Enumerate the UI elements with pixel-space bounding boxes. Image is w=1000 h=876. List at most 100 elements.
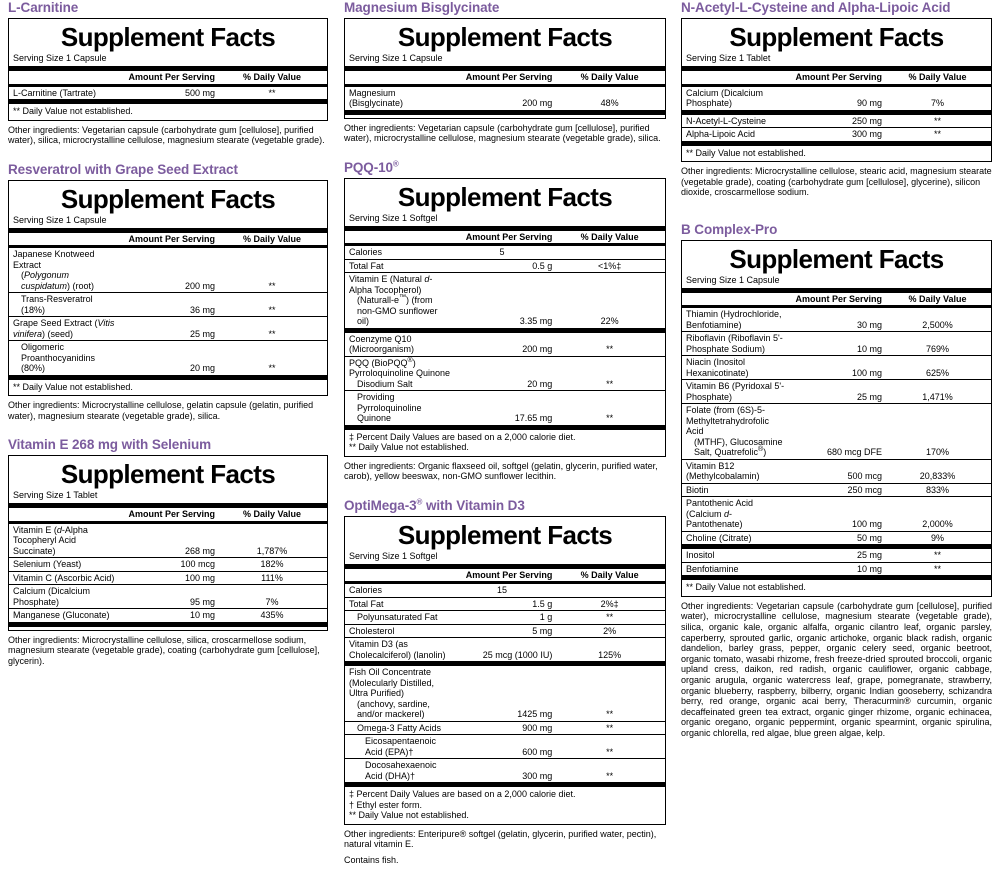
table-row: Selenium (Yeast) 100 mcg 182% bbox=[9, 557, 327, 572]
row-name: Coenzyme Q10 (Microorganism) bbox=[349, 333, 415, 355]
footnotes: ** Daily Value not established. bbox=[9, 104, 327, 120]
row-name: Inositol bbox=[686, 550, 715, 561]
table-row: Vitamin C (Ascorbic Acid) 100 mg 111% bbox=[9, 570, 327, 585]
row-dv: ** bbox=[558, 720, 665, 735]
serving-size: Serving Size 1 Softgel bbox=[349, 550, 438, 561]
col-blank bbox=[345, 71, 452, 84]
row-name: Alpha-Lipoic Acid bbox=[682, 127, 785, 141]
row-amount: 100 mg bbox=[785, 355, 888, 380]
row-name: Folate (from (6S)-5-Methyltetrahydrofoli… bbox=[682, 403, 785, 460]
col-blank bbox=[9, 71, 115, 84]
row-amount: 1425 mg bbox=[517, 709, 553, 720]
supplement-facts-heading: Supplement Facts bbox=[397, 181, 613, 212]
footnotes: ** Daily Value not established. bbox=[9, 380, 327, 396]
serving-size: Serving Size 1 Capsule bbox=[349, 53, 443, 63]
panel-l-carnitine: L-Carnitine Supplement Facts Serving Siz… bbox=[8, 0, 328, 146]
row-dv: ** bbox=[558, 734, 665, 759]
row-name: Choline (Citrate) bbox=[682, 530, 785, 545]
supplement-facts-heading: Supplement Facts bbox=[60, 22, 276, 52]
row-name: Vitamin B6 (Pyridoxal 5'-Phosphate) bbox=[682, 379, 785, 404]
table-row: Choline (Citrate) 50 mg 9% bbox=[682, 530, 991, 545]
footnotes: ‡ Percent Daily Values are based on a 2,… bbox=[345, 787, 665, 824]
footnotes: ** Daily Value not established. bbox=[682, 146, 991, 162]
footnotes: ** Daily Value not established. bbox=[682, 580, 991, 596]
row-dv: ** bbox=[268, 87, 276, 98]
supplement-facts-box: Supplement Facts Serving Size 1 Softgel … bbox=[344, 177, 666, 457]
panel-pqq-10: PQQ-10® Supplement Facts Serving Size 1 … bbox=[344, 160, 666, 482]
other-ingredients: Other ingredients: Vegetarian capsule (c… bbox=[8, 124, 325, 146]
row-name: Magnesium (Bisglycinate) bbox=[349, 87, 404, 109]
row-amount: 36 mg bbox=[115, 292, 221, 317]
row-dv: ** bbox=[888, 127, 991, 141]
col-dv-header: % Daily Value bbox=[242, 509, 302, 520]
col-blank bbox=[345, 569, 452, 582]
table-row: Polyunsaturated Fat 1 g ** bbox=[345, 610, 665, 625]
row-dv: 2,500% bbox=[922, 319, 953, 330]
row-dv: 769% bbox=[888, 331, 991, 356]
row-dv: ** bbox=[221, 340, 327, 375]
row-amount: 100 mcg bbox=[115, 557, 221, 572]
row-dv: 111% bbox=[221, 570, 327, 585]
nutrition-table: Amount Per Serving % Daily Value Calcium… bbox=[682, 66, 991, 146]
col-dv-header: % Daily Value bbox=[908, 293, 967, 304]
panel-magnesium-bisglycinate: Magnesium Bisglycinate Supplement Facts … bbox=[344, 0, 666, 144]
row-name: Fish Oil Concentrate (Molecularly Distil… bbox=[345, 666, 452, 721]
row-dv: 170% bbox=[888, 403, 991, 460]
table-row: Calcium (Dicalcium Phosphate) 95 mg 7% bbox=[9, 584, 327, 609]
row-dv bbox=[558, 246, 665, 259]
panel-title-text: PQQ-10 bbox=[344, 159, 393, 175]
panel-vitamin-e-selenium: Vitamin E 268 mg with Selenium Supplemen… bbox=[8, 437, 328, 666]
row-amount: 200 mg bbox=[522, 344, 553, 355]
registered-mark: ® bbox=[416, 497, 423, 507]
row-name: Manganese (Gluconate) bbox=[9, 608, 115, 622]
row-name: Total Fat bbox=[345, 258, 452, 273]
col-amount-header: Amount Per Serving bbox=[128, 233, 215, 244]
col-dv-header: % Daily Value bbox=[580, 569, 639, 580]
row-amount: 100 mg bbox=[115, 570, 221, 585]
col-amount-header: Amount Per Serving bbox=[465, 569, 553, 580]
row-amount: 20 mg bbox=[451, 355, 559, 391]
other-ingredients: Other ingredients: Enteripure® softgel (… bbox=[344, 828, 657, 850]
row-dv: 625% bbox=[888, 355, 991, 380]
row-amount: 200 mg bbox=[184, 280, 215, 291]
row-amount: 250 mcg bbox=[785, 482, 888, 497]
table-row: Vitamin D3 (as Cholecalciferol) (lanolin… bbox=[345, 637, 665, 662]
row-dv: 7% bbox=[930, 98, 944, 108]
supplement-facts-heading: Supplement Facts bbox=[397, 22, 613, 52]
table-row: Pantothenic Acid (Calcium d-Pantothenate… bbox=[682, 496, 991, 532]
table-row: Grape Seed Extract (Vitis vinifera) (see… bbox=[9, 316, 327, 341]
row-amount: 50 mg bbox=[785, 530, 888, 545]
row-amount: 17.65 mg bbox=[451, 390, 559, 425]
row-dv: 2% bbox=[558, 623, 665, 638]
row-amount: 500 mg bbox=[184, 87, 215, 98]
panel-b-complex-pro: B Complex-Pro Supplement Facts Serving S… bbox=[681, 222, 992, 739]
row-amount: 25 mg bbox=[115, 316, 221, 341]
table-row: Thiamin (Hydrochloride, Benfotiamine) 30… bbox=[682, 308, 991, 332]
row-amount: 300 mg bbox=[785, 127, 888, 141]
row-name: Benfotiamine bbox=[682, 561, 785, 576]
table-row: Fish Oil Concentrate (Molecularly Distil… bbox=[345, 666, 665, 721]
contains-statement: Contains fish. bbox=[344, 855, 399, 866]
table-row: Japanese Knotweed Extract (Polygonum cus… bbox=[9, 248, 327, 293]
row-dv: ** bbox=[268, 280, 276, 291]
col-dv-header: % Daily Value bbox=[908, 72, 967, 82]
row-name: Calories bbox=[349, 585, 383, 596]
serving-size: Serving Size 1 Capsule bbox=[13, 214, 107, 225]
table-row: N-Acetyl-L-Cysteine 250 mg ** bbox=[682, 115, 991, 128]
row-dv: ** bbox=[558, 610, 665, 625]
col-amount-header: Amount Per Serving bbox=[465, 231, 553, 242]
panel-title: Vitamin E 268 mg with Selenium bbox=[8, 437, 212, 453]
column-left: L-Carnitine Supplement Facts Serving Siz… bbox=[8, 0, 328, 677]
row-amount: 5 mg bbox=[451, 623, 559, 638]
row-amount: 25 mg bbox=[785, 379, 888, 404]
row-name-line1: Folate (from (6S)-5-Methyltetrahydrofoli… bbox=[686, 405, 770, 437]
table-row: Benfotiamine 10 mg ** bbox=[682, 561, 991, 576]
row-name: Biotin bbox=[682, 482, 785, 497]
table-row: Cholesterol 5 mg 2% bbox=[345, 623, 665, 638]
row-name: Total Fat bbox=[345, 596, 452, 611]
col-amount-header: Amount Per Serving bbox=[465, 72, 553, 82]
nutrition-table: Amount Per Serving % Daily Value Vitamin… bbox=[9, 503, 327, 627]
row-name: Providing Pyrroloquinoline Quinone bbox=[345, 390, 452, 425]
column-right: N-Acetyl-L-Cysteine and Alpha-Lipoic Aci… bbox=[681, 0, 992, 749]
table-row: Vitamin B12 (Methylcobalamin) 500 mcg 20… bbox=[682, 458, 991, 484]
